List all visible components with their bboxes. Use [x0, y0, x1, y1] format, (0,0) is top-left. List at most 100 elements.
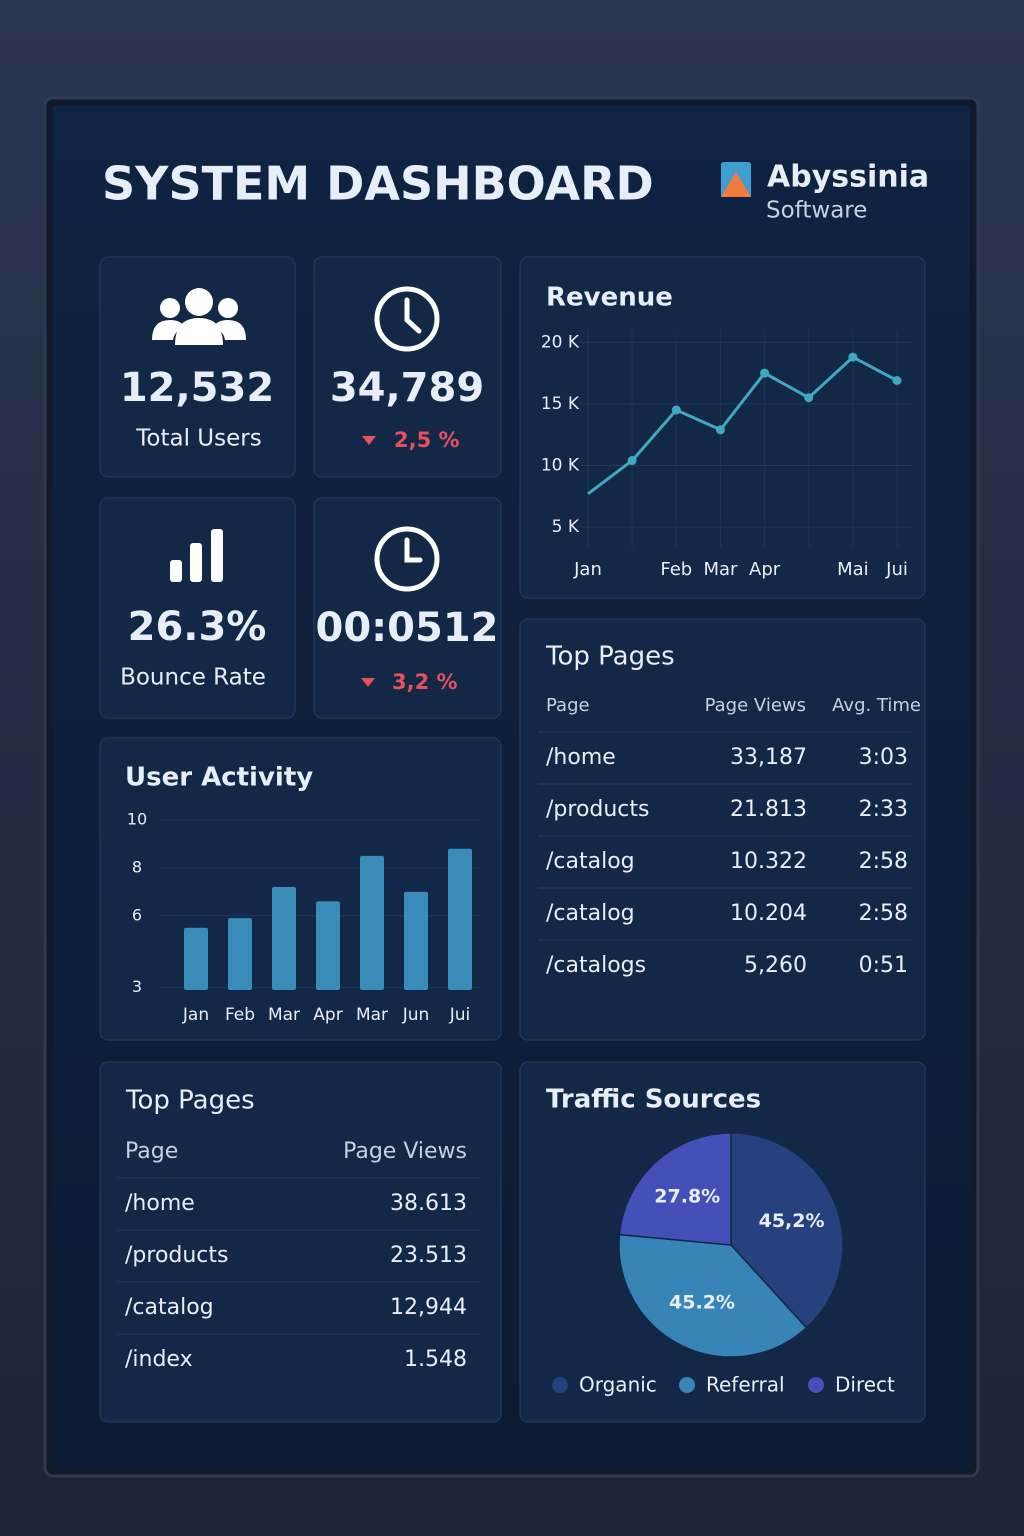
column-header: Page Views	[343, 1139, 467, 1164]
stat-value: 12,532	[120, 365, 274, 411]
point	[760, 368, 770, 378]
chart-title: Traffic Sources	[546, 1085, 761, 1115]
y-tick-label: 6	[132, 905, 142, 924]
table-cell: 0:51	[859, 953, 908, 978]
column-header: Page	[125, 1139, 178, 1164]
x-tick-label: Jan	[573, 559, 602, 580]
x-tick-label: Jui	[885, 559, 908, 580]
table-cell: /products	[546, 797, 650, 822]
x-tick-label: Jun	[402, 1005, 430, 1025]
x-tick-label: Mar	[703, 559, 738, 580]
chart-title: Revenue	[546, 283, 673, 313]
x-tick-label: Jan	[182, 1005, 209, 1025]
legend-swatch	[552, 1377, 568, 1393]
bar	[228, 918, 252, 990]
dashboard-title: SYSTEM DASHBOARD	[102, 157, 654, 211]
bar	[404, 891, 428, 990]
slice-label: 45.2%	[669, 1292, 735, 1314]
table-cell: 38.613	[390, 1191, 467, 1216]
brand-sub: Software	[766, 198, 867, 224]
bar	[272, 887, 296, 990]
table-cell: /home	[546, 745, 616, 770]
stat-card	[313, 497, 502, 719]
stat-label: Total Users	[135, 426, 261, 452]
slice-label: 45,2%	[759, 1210, 825, 1232]
y-tick-label: 10	[127, 809, 147, 828]
column-header: Avg. Time	[832, 695, 921, 716]
clock-icon	[374, 286, 440, 352]
legend-swatch	[808, 1377, 824, 1393]
x-tick-label: Mar	[356, 1005, 388, 1025]
table-title: Top Pages	[545, 642, 675, 672]
y-tick-label: 8	[132, 857, 142, 876]
point	[671, 405, 681, 415]
bar	[184, 927, 208, 990]
x-tick-label: Mar	[268, 1005, 300, 1025]
point	[627, 456, 637, 466]
line	[587, 355, 898, 496]
x-tick-label: Feb	[660, 559, 692, 580]
down-arrow	[362, 436, 376, 445]
table-cell: /catalog	[546, 901, 635, 926]
table-cell: /home	[125, 1191, 195, 1216]
table-cell: /catalogs	[546, 953, 646, 978]
stat-value: 26.3%	[128, 604, 267, 650]
table-cell: 2:58	[859, 849, 908, 874]
table-cell: 33,187	[730, 745, 807, 770]
x-tick-label: Apr	[749, 559, 781, 580]
table-title: Top Pages	[125, 1086, 255, 1116]
pie-slice	[618, 1233, 808, 1358]
bars-icon	[170, 529, 223, 582]
table-cell: 10.322	[730, 849, 807, 874]
table-cell: 2:33	[859, 797, 908, 822]
top-pages-card	[519, 618, 926, 1041]
stat-card	[99, 497, 296, 719]
down-arrow	[361, 678, 375, 687]
y-tick-label: 15 K	[541, 394, 580, 414]
point	[715, 425, 725, 435]
table-cell: /catalog	[546, 849, 635, 874]
x-tick-label: Feb	[225, 1005, 255, 1025]
table-cell: 5,260	[744, 953, 807, 978]
stat-change: 2,5 %	[394, 428, 460, 452]
clock-icon	[374, 526, 440, 592]
top-pages-card	[99, 1061, 502, 1423]
bar	[448, 848, 472, 990]
y-tick-label: 3	[132, 977, 142, 996]
legend-label: Direct	[835, 1373, 895, 1397]
table-cell: 3:03	[859, 745, 908, 770]
table-cell: 10.204	[730, 901, 807, 926]
y-tick-label: 5 K	[552, 517, 580, 537]
column-header: Page	[546, 695, 590, 716]
x-tick-label: Mai	[837, 559, 869, 580]
stat-label: Bounce Rate	[120, 665, 266, 691]
legend-label: Organic	[579, 1373, 657, 1397]
column-header: Page Views	[705, 695, 806, 716]
legend-label: Referral	[706, 1373, 785, 1397]
stat-change: 3,2 %	[392, 670, 458, 694]
bar	[360, 855, 384, 990]
pie-slice	[730, 1132, 844, 1329]
table-cell: 2:58	[859, 901, 908, 926]
stat-card	[313, 256, 502, 478]
table-cell: 12,944	[390, 1295, 467, 1320]
stat-value: 34,789	[330, 365, 484, 411]
point	[892, 375, 902, 385]
bar	[316, 901, 340, 990]
y-tick-label: 20 K	[541, 332, 580, 352]
slice-label: 27.8%	[654, 1185, 720, 1207]
chart-title: User Activity	[125, 763, 313, 793]
point	[804, 393, 814, 403]
table-cell: 23.513	[390, 1243, 467, 1268]
y-tick-label: 10 K	[541, 455, 580, 475]
brand-logo	[721, 162, 751, 197]
x-tick-label: Apr	[313, 1005, 342, 1025]
brand-name: Abyssinia	[767, 160, 929, 195]
table-cell: /index	[125, 1347, 193, 1372]
table-cell: 1.548	[404, 1347, 467, 1372]
users-icon	[152, 288, 246, 345]
stat-card	[99, 256, 296, 478]
legend-swatch	[679, 1377, 695, 1393]
table-cell: /catalog	[125, 1295, 214, 1320]
